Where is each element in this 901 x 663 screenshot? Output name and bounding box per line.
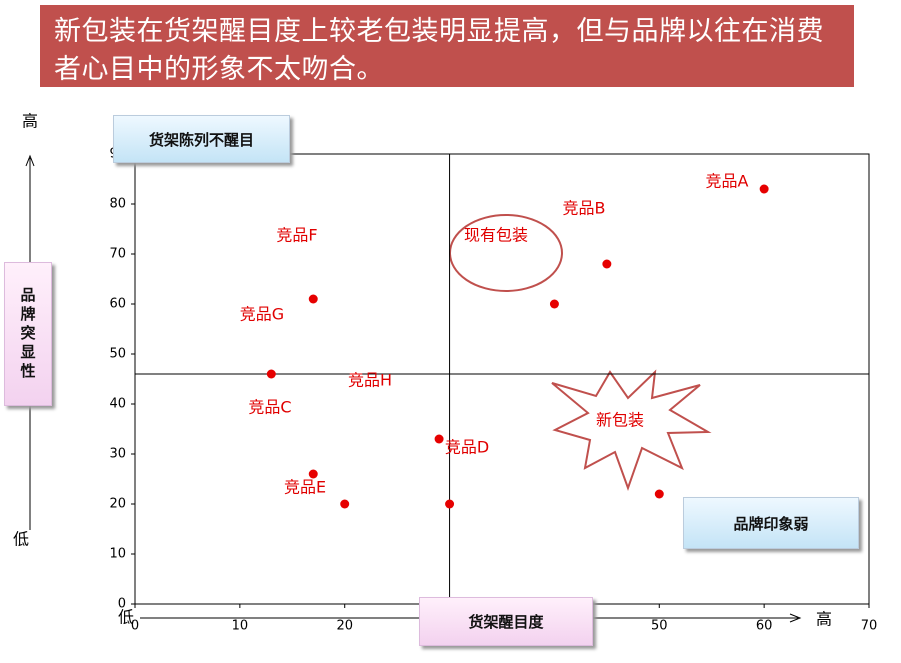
annotation: 竞品A — [706, 172, 749, 191]
point — [434, 434, 444, 444]
x-arrow-head — [789, 613, 802, 623]
x-tick-label: 20 — [336, 619, 353, 634]
annotation: 竞品F — [276, 226, 317, 245]
point — [654, 489, 664, 499]
x-axis-label: 货架醒目度 — [419, 597, 593, 646]
point — [266, 369, 276, 379]
y-arrow-head — [25, 154, 35, 167]
point — [308, 469, 318, 479]
y-tick-label: 40 — [109, 397, 126, 412]
annotation: 竞品B — [563, 199, 606, 218]
x-tick-label: 60 — [756, 619, 773, 634]
starburst — [551, 369, 712, 491]
y-tick-label: 20 — [109, 497, 126, 512]
annotation: 竞品H — [348, 371, 392, 390]
x-low-label: 低 — [118, 608, 134, 627]
annotation: 竞品E — [284, 478, 326, 497]
x-tick-label: 70 — [861, 619, 878, 634]
point — [308, 294, 318, 304]
point — [340, 499, 350, 509]
x-tick-label: 0 — [131, 619, 139, 634]
point — [602, 259, 612, 269]
y-tick-label: 60 — [109, 297, 126, 312]
x-tick-label: 10 — [232, 619, 249, 634]
annotation: 现有包装 — [464, 226, 528, 245]
y-tick-label: 10 — [109, 547, 126, 562]
annotation: 竞品C — [248, 398, 291, 417]
x-high-label: 高 — [816, 610, 832, 629]
y-axis-label: 品牌突显性 — [4, 262, 52, 406]
annotation: 竞品D — [445, 438, 489, 457]
title-banner: 新包装在货架醒目度上较老包装明显提高，但与品牌以往在消费者心目中的形象不太吻合。 — [40, 5, 854, 87]
quadrant-label: 货架陈列不醒目 — [113, 115, 290, 163]
point — [759, 184, 769, 194]
y-tick-label: 0 — [118, 597, 126, 612]
y-tick-label: 70 — [109, 247, 126, 262]
x-tick-label: 50 — [651, 619, 668, 634]
y-tick-label: 30 — [109, 447, 126, 462]
y-tick-label: 80 — [109, 197, 126, 212]
point — [549, 299, 559, 309]
annotation: 竞品G — [240, 305, 284, 324]
y-low-label: 低 — [13, 530, 29, 549]
y-tick-label: 50 — [109, 347, 126, 362]
y-high-label: 高 — [22, 112, 38, 131]
annotation: 新包装 — [596, 411, 644, 430]
quadrant-label: 品牌印象弱 — [683, 497, 859, 549]
point — [445, 499, 455, 509]
